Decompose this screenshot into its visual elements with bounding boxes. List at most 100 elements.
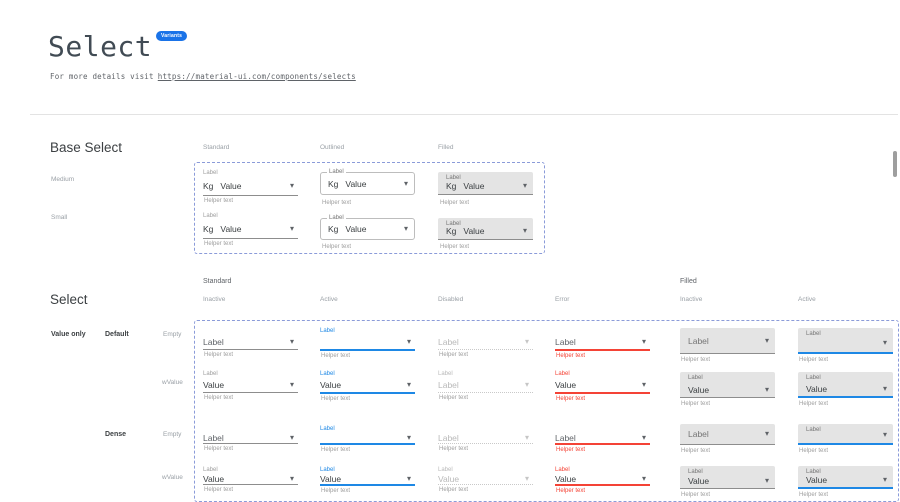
- select-label: Label: [806, 469, 821, 475]
- base-select-standard-small[interactable]: Label Kg Value ▾ Helper text: [203, 212, 298, 248]
- select-heading: Select: [50, 292, 88, 307]
- dropdown-arrow-icon: ▾: [641, 474, 646, 483]
- select-value: Value: [220, 181, 242, 191]
- helper-text: Helper text: [440, 200, 470, 206]
- dropdown-arrow-icon: ▾: [289, 474, 294, 483]
- select-filled-active-empty-dense[interactable]: Label ▾ Helper text: [798, 424, 893, 455]
- dropdown-arrow-icon: ▾: [882, 338, 887, 347]
- dropdown-arrow-icon: ▾: [406, 380, 411, 389]
- select-label: Label: [327, 215, 346, 222]
- base-select-dashed-container: [194, 162, 545, 254]
- select-label: Label: [806, 427, 821, 433]
- select-value: Label: [555, 337, 576, 347]
- select-filled-inactive-wvalue[interactable]: Label Value ▾ Helper text: [680, 372, 775, 408]
- select-label: Label: [555, 467, 570, 473]
- select-value: Value: [345, 224, 367, 234]
- select-standard-error-empty[interactable]: Label ▾ Helper text: [555, 327, 650, 360]
- helper-text: Helper text: [322, 200, 352, 206]
- select-filled-inactive-wvalue-dense[interactable]: Label Value ▾ Helper text: [680, 466, 775, 499]
- density-label-default: Default: [105, 331, 129, 338]
- select-filled-inactive-empty[interactable]: Label ▾ Helper text: [680, 328, 775, 364]
- select-standard-error-empty-dense[interactable]: Label ▾ Helper text: [555, 425, 650, 454]
- select-label: Label: [320, 328, 335, 334]
- row-label-small: Small: [51, 214, 68, 221]
- select-value: Label: [688, 335, 709, 346]
- select-value: Label: [438, 337, 459, 347]
- helper-text: Helper text: [681, 357, 711, 363]
- group-header-filled: Filled: [680, 278, 697, 285]
- select-standard-disabled-empty-dense[interactable]: Label ▾ Helper text: [438, 425, 533, 453]
- select-standard-inactive-wvalue[interactable]: Label Value ▾ Helper text: [203, 370, 298, 402]
- base-select-filled-small[interactable]: Label Kg Value ▾: [438, 218, 533, 240]
- row-label-wvalue: wValue: [162, 474, 183, 481]
- select-label: Label: [320, 426, 335, 432]
- select-value: Label: [203, 433, 224, 443]
- select-standard-active-wvalue[interactable]: Label Value ▾ Helper text: [320, 370, 415, 403]
- column-header-standard: Standard: [203, 144, 230, 151]
- select-value: Value: [203, 380, 225, 390]
- select-standard-disabled-wvalue[interactable]: Label Label ▾ Helper text: [438, 370, 533, 402]
- header-divider: [30, 114, 898, 115]
- select-standard-error-wvalue[interactable]: Label Value ▾ Helper text: [555, 370, 650, 403]
- helper-text: Helper text: [681, 448, 711, 454]
- helper-text: Helper text: [322, 244, 352, 250]
- column-header-filled: Filled: [438, 144, 454, 151]
- select-value: Value: [320, 380, 342, 390]
- dropdown-arrow-icon: ▾: [641, 337, 646, 346]
- dropdown-arrow-icon: ▾: [882, 430, 887, 439]
- dropdown-arrow-icon: ▾: [524, 474, 529, 483]
- row-group-value-only: Value only: [51, 331, 86, 338]
- select-standard-active-wvalue-dense[interactable]: Label Value ▾ Helper text: [320, 466, 415, 495]
- helper-text: Helper text: [204, 487, 234, 493]
- select-filled-active-wvalue-dense[interactable]: Label Value ▾ Helper text: [798, 466, 893, 499]
- dropdown-arrow-icon: ▾: [289, 181, 294, 190]
- dropdown-arrow-icon: ▾: [289, 433, 294, 442]
- helper-text: Helper text: [204, 395, 234, 401]
- subtitle-text: For more details visit: [50, 72, 154, 81]
- helper-text: Helper text: [321, 353, 351, 359]
- dropdown-arrow-icon: ▾: [522, 181, 527, 190]
- base-select-standard-medium[interactable]: Label Kg Value ▾ Helper text: [203, 169, 298, 205]
- select-standard-inactive-wvalue-dense[interactable]: Label Value ▾ Helper text: [203, 466, 298, 494]
- select-standard-inactive-empty[interactable]: Label ▾ Helper text: [203, 327, 298, 359]
- select-standard-active-empty-dense[interactable]: Label ▾ Helper text: [320, 425, 415, 454]
- dropdown-arrow-icon: ▾: [289, 224, 294, 233]
- column-header-filled-active: Active: [798, 296, 816, 303]
- select-label: Label: [806, 331, 821, 337]
- select-standard-active-empty[interactable]: Label ▾ Helper text: [320, 327, 415, 360]
- helper-text: Helper text: [440, 244, 470, 250]
- helper-text: Helper text: [556, 353, 586, 359]
- column-header-disabled: Disabled: [438, 296, 464, 303]
- select-filled-active-empty[interactable]: Label ▾ Helper text: [798, 328, 893, 364]
- select-label: Label: [320, 467, 335, 473]
- select-standard-disabled-wvalue-dense[interactable]: Label Value ▾ Helper text: [438, 466, 533, 494]
- helper-text: Helper text: [439, 352, 469, 358]
- select-value: Value: [555, 474, 577, 484]
- select-standard-disabled-empty[interactable]: Label ▾ Helper text: [438, 327, 533, 359]
- base-select-outlined-small[interactable]: Label Kg Value ▾: [320, 215, 415, 240]
- select-label: Label: [438, 371, 453, 377]
- column-header-active: Active: [320, 296, 338, 303]
- select-value: Value: [806, 384, 828, 394]
- material-ui-link[interactable]: https://material-ui.com/components/selec…: [157, 72, 356, 81]
- dropdown-arrow-icon: ▾: [289, 337, 294, 346]
- base-select-filled-medium[interactable]: Label Kg Value ▾: [438, 172, 533, 195]
- row-label-medium: Medium: [51, 176, 75, 183]
- select-prefix: Kg: [446, 226, 457, 236]
- select-filled-active-wvalue[interactable]: Label Value ▾ Helper text: [798, 372, 893, 408]
- select-standard-inactive-empty-dense[interactable]: Label ▾ Helper text: [203, 425, 298, 453]
- select-standard-error-wvalue-dense[interactable]: Label Value ▾ Helper text: [555, 466, 650, 495]
- helper-text: Helper text: [439, 446, 469, 452]
- base-select-outlined-medium[interactable]: Label Kg Value ▾: [320, 169, 415, 195]
- select-filled-inactive-empty-dense[interactable]: Label ▾ Helper text: [680, 424, 775, 455]
- column-header-error: Error: [555, 296, 570, 303]
- scrollbar-thumb[interactable]: [893, 151, 897, 177]
- helper-text: Helper text: [556, 396, 586, 402]
- select-prefix: Kg: [203, 224, 214, 234]
- select-label: Label: [203, 371, 218, 377]
- select-value: Value: [806, 475, 828, 485]
- dropdown-arrow-icon: ▾: [764, 385, 769, 394]
- helper-text: Helper text: [799, 357, 829, 363]
- select-value: Label: [438, 380, 459, 390]
- select-value: Value: [463, 226, 485, 236]
